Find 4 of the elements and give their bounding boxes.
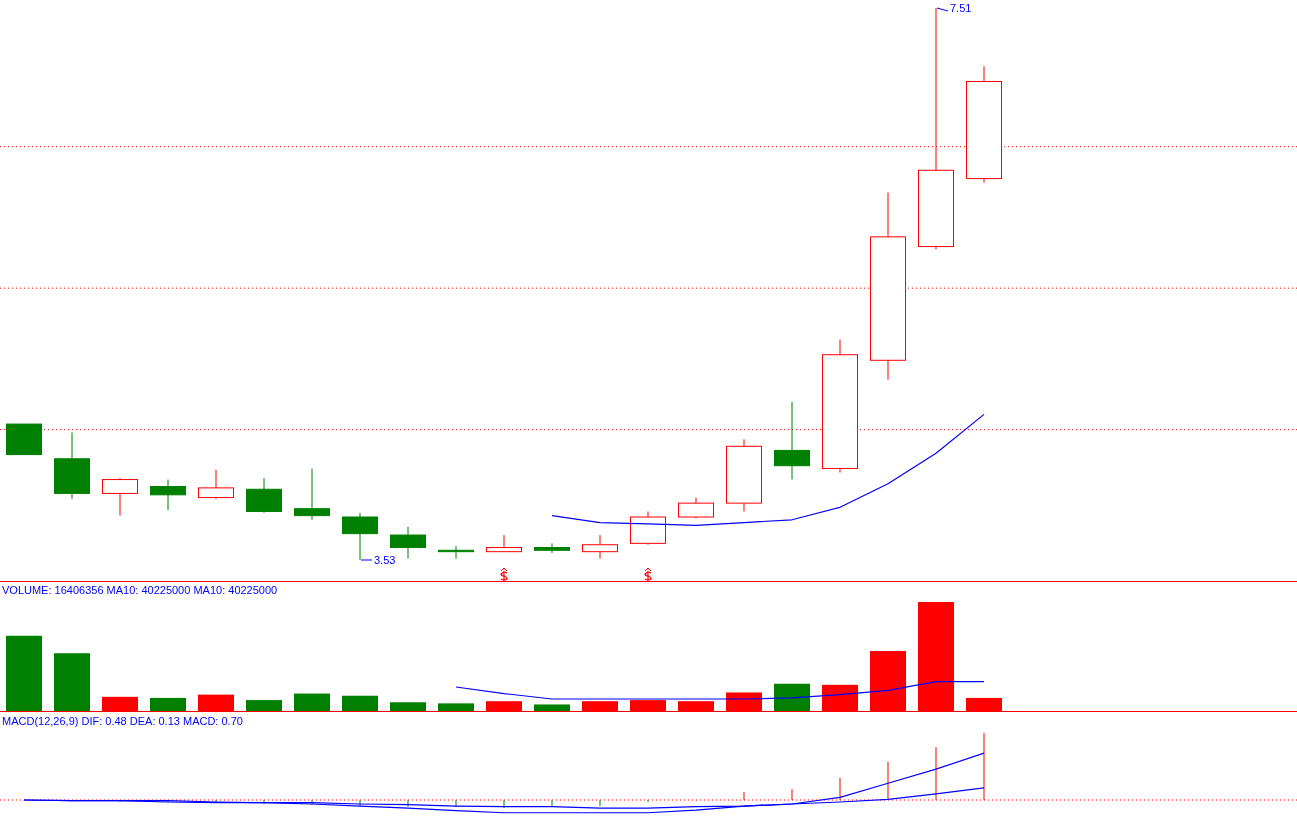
- annotation: 7.51: [950, 2, 972, 14]
- chart-title: VOLUME: 16406356 MA10: 40225000 MA10: 40225000: [2, 584, 278, 596]
- annotation: 3.53: [374, 554, 396, 566]
- chart-title: MACD(12,26,9) DIF: 0.48 DEA: 0.13 MACD: 0.70: [2, 715, 243, 727]
